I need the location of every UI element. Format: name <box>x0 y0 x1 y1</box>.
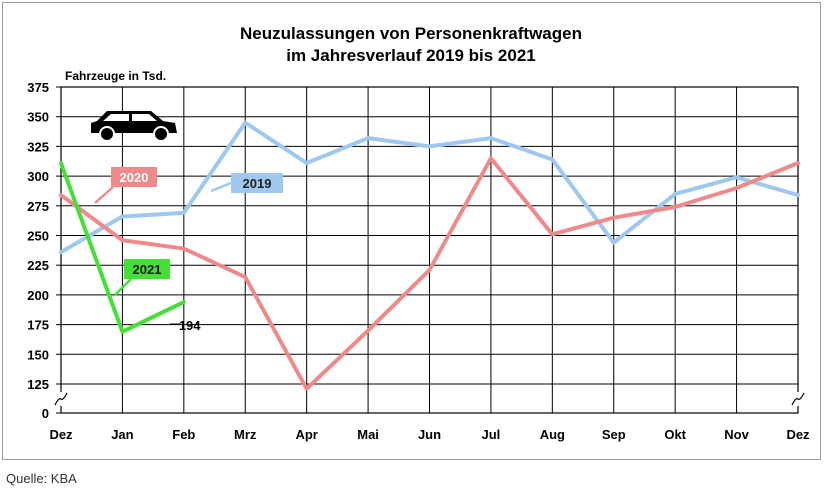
line-chart: 0 125 150 175 200 225 250 275 300 325 350 375 Dez Jan… <box>27 24 810 442</box>
y-tick-label: 300 <box>27 169 49 184</box>
x-tick-label: Okt <box>664 427 686 442</box>
legend-box-2019 <box>231 173 283 193</box>
legend-leader-2021 <box>114 278 132 296</box>
y-tick-label: 125 <box>27 377 49 392</box>
x-tick-label: Mai <box>357 427 379 442</box>
axis-break-mark <box>54 392 68 406</box>
y-tick-label: 250 <box>27 229 49 244</box>
x-tick-label: Dez <box>49 427 73 442</box>
y-tick-label: 350 <box>27 110 49 125</box>
car-icon <box>91 111 177 142</box>
x-tick-label: Sep <box>602 427 626 442</box>
y-tick-label: 325 <box>27 139 49 154</box>
x-tick-label: Aug <box>540 427 565 442</box>
legend-label-2019: 2019 <box>243 176 272 191</box>
y-tick-label: 375 <box>27 80 49 95</box>
x-tick-label: Jan <box>111 427 133 442</box>
legend-box-2020 <box>111 167 157 187</box>
y-tick-label: 0 <box>42 406 49 421</box>
chart-title: im Jahresverlauf 2019 bis 2021 <box>286 46 536 65</box>
x-tick-label: Jul <box>482 427 501 442</box>
axis-break-mark <box>791 392 805 406</box>
y-tick-label: 275 <box>27 199 49 214</box>
chart-frame: 0 125 150 175 200 225 250 275 300 325 350 375 Dez Jan… <box>2 2 821 460</box>
chart-title: Neuzulassungen von Personenkraftwagen <box>240 24 582 43</box>
x-tick-label: Apr <box>295 427 317 442</box>
legend-leader-2019 <box>210 181 232 193</box>
x-tick-label: Feb <box>172 427 195 442</box>
data-label: 194 <box>179 318 201 333</box>
source-note: Quelle: KBA <box>6 471 77 486</box>
x-tick-label: Nov <box>724 427 749 442</box>
legend-label-2020: 2020 <box>120 170 149 185</box>
y-tick-label: 150 <box>27 347 49 362</box>
legend-label-2021: 2021 <box>133 262 162 277</box>
x-tick-label: Dez <box>786 427 810 442</box>
legend-leader-2020 <box>94 186 114 204</box>
y-axis-label: Fahrzeuge in Tsd. <box>65 69 166 83</box>
legend-box-2021 <box>124 259 170 279</box>
y-tick-label: 225 <box>27 258 49 273</box>
x-tick-label: Jun <box>418 427 441 442</box>
y-tick-label: 200 <box>27 288 49 303</box>
x-tick-label: Mrz <box>234 427 257 442</box>
y-tick-label: 175 <box>27 318 49 333</box>
